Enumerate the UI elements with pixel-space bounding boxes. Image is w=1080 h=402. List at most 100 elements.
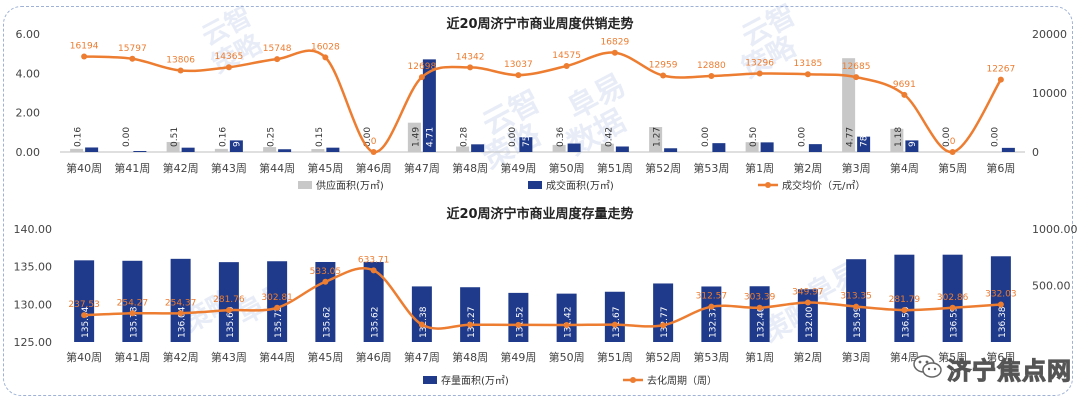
supply-bar <box>263 147 277 152</box>
legend-swatch-supply <box>298 181 312 189</box>
price-point <box>708 73 715 80</box>
legend-swatch-deal <box>528 181 542 189</box>
x-tick-label: 第41周 <box>114 350 150 364</box>
x-tick-label: 第48周 <box>452 161 488 175</box>
x-tick-label: 第49周 <box>500 350 536 364</box>
price-point <box>129 55 136 62</box>
supply-value-label: 0.16 <box>74 127 84 147</box>
stock-bar <box>556 293 577 342</box>
price-point <box>756 70 763 77</box>
legend-label-stock: 存量面积(万㎡) <box>441 374 509 387</box>
cycle-point <box>756 304 763 311</box>
x-tick-label: 第40周 <box>66 161 102 175</box>
stock-value-label: 135.62 <box>371 307 381 339</box>
price-point <box>370 149 377 155</box>
brand-text: 济宁焦点网 <box>947 357 1072 386</box>
x-tick-label: 第2周 <box>793 161 822 175</box>
x-tick-label: 第5周 <box>938 350 967 364</box>
stock-bar <box>218 262 239 342</box>
y-left-tick-label: 140.00 <box>14 223 53 236</box>
x-tick-label: 第49周 <box>500 161 536 175</box>
supply-bar <box>70 148 84 152</box>
deal-bar <box>326 147 340 152</box>
stock-bar <box>508 292 529 342</box>
price-point <box>467 64 474 71</box>
price-value-label: 15748 <box>263 44 292 54</box>
deal-value-label: 4.71 <box>425 127 435 147</box>
stock-bar <box>267 261 288 342</box>
deal-bar <box>85 147 99 152</box>
stock-value-label: 135.84 <box>81 306 91 338</box>
deal-value-label: 9 <box>232 141 242 147</box>
chart-frame <box>3 6 1073 396</box>
x-tick-label: 第52周 <box>645 161 681 175</box>
stock-value-label: 132.37 <box>708 307 718 339</box>
deal-bar <box>905 140 919 152</box>
cycle-value-label: 633.71 <box>358 255 390 265</box>
price-value-label: 12685 <box>842 62 871 72</box>
cycle-point <box>563 321 570 328</box>
cycle-value-label: 312.57 <box>696 292 728 302</box>
x-tick-label: 第4周 <box>890 350 919 364</box>
price-point <box>515 72 522 79</box>
cycle-value-label: 332.03 <box>985 289 1017 299</box>
x-tick-label: 第40周 <box>66 350 102 364</box>
deal-bar <box>471 144 485 152</box>
price-value-label: 14342 <box>456 52 485 62</box>
supply-value-label: 4.77 <box>846 127 856 147</box>
deal-bar <box>181 147 195 152</box>
deal-value-label: 75 <box>522 136 532 147</box>
stock-value-label: 135.72 <box>274 307 284 339</box>
x-tick-label: 第53周 <box>693 161 729 175</box>
supply-value-label: 0.15 <box>315 127 325 147</box>
cycle-value-label: 281.76 <box>213 295 245 305</box>
stock-value-label: 131.67 <box>612 307 622 339</box>
price-point <box>274 56 281 63</box>
cycle-point <box>949 304 956 311</box>
y-right-tick-label: 20000 <box>1032 28 1067 41</box>
cycle-value-label: 237.53 <box>68 300 100 310</box>
x-tick-label: 第1周 <box>745 161 774 175</box>
deal-bar <box>1001 147 1015 152</box>
supply-value-label: 1.18 <box>894 127 904 147</box>
cycle-value-label: 281.79 <box>889 295 921 305</box>
stock-value-label: 132.00 <box>805 306 815 338</box>
supply-value-label: 0.51 <box>170 127 180 147</box>
deal-bar <box>712 143 726 152</box>
deal-bar <box>615 146 629 152</box>
deal-bar <box>229 140 243 152</box>
legend-marker-price <box>765 182 771 188</box>
price-value-label: 13806 <box>166 56 195 66</box>
chart-title: 近20周济宁市商业周度存量走势 <box>446 206 633 222</box>
stock-value-label: 135.99 <box>853 306 863 338</box>
cycle-line <box>84 267 1001 330</box>
deal-bar <box>133 151 147 152</box>
x-tick-label: 第45周 <box>307 161 343 175</box>
wechat-icon <box>913 354 943 384</box>
legend-swatch-stock <box>423 376 437 384</box>
x-tick-label: 第46周 <box>356 161 392 175</box>
stock-bar <box>701 286 722 342</box>
stock-value-label: 135.62 <box>322 307 332 339</box>
y-right-tick-label: 10000 <box>1032 87 1067 100</box>
y-left-tick-label: 130.00 <box>14 298 53 311</box>
price-point <box>563 63 570 70</box>
price-point <box>611 49 618 56</box>
x-tick-label: 第44周 <box>259 161 295 175</box>
x-tick-label: 第51周 <box>597 350 633 364</box>
cycle-point <box>997 301 1004 308</box>
y-left-tick-label: 125.00 <box>14 336 53 349</box>
cycle-point <box>370 267 377 274</box>
x-tick-label: 第2周 <box>793 350 822 364</box>
supply-bar <box>890 128 904 152</box>
x-tick-label: 第44周 <box>259 350 295 364</box>
supply-value-label: 1.49 <box>411 127 421 147</box>
price-value-label: 16829 <box>601 38 630 48</box>
stock-bar <box>846 259 867 342</box>
price-point <box>177 67 184 74</box>
x-tick-label: 第42周 <box>163 350 199 364</box>
y-left-tick-label: 2.00 <box>16 107 41 120</box>
y-left-tick-label: 4.00 <box>16 67 41 80</box>
